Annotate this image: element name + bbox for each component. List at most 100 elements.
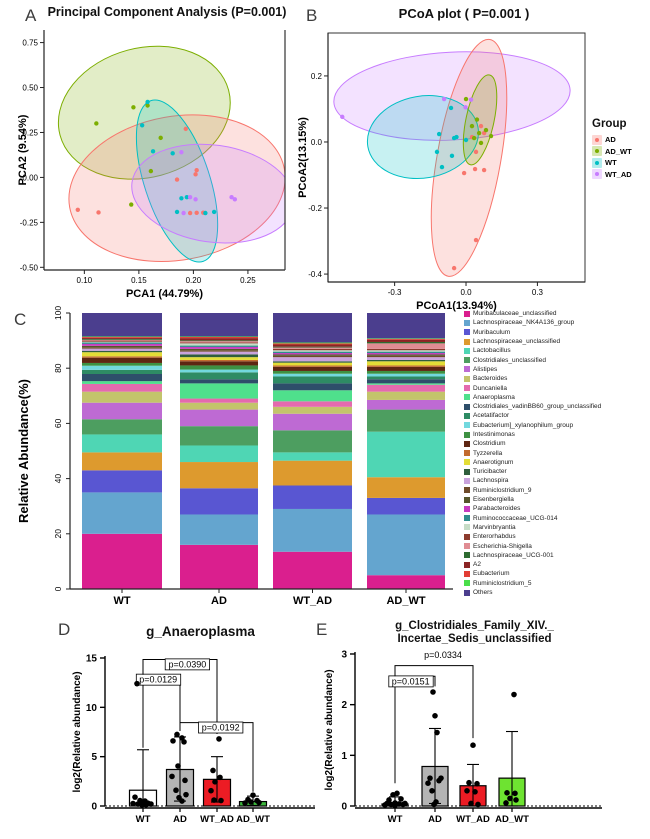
bar-segment-Eisenbergiella bbox=[180, 348, 258, 351]
category-label-WT_AD: WT_AD bbox=[293, 595, 332, 607]
scatter-point-WT bbox=[454, 134, 459, 140]
taxa-legend-swatch-icon bbox=[464, 431, 470, 438]
bar-segment-Duncaniella bbox=[180, 398, 258, 403]
panel-label-c: C bbox=[14, 310, 27, 329]
taxa-legend-item: Eubacterium]_xylanophilum_group bbox=[464, 421, 650, 430]
bar-segment-Lachnospiraceae_unclassified bbox=[273, 460, 352, 486]
bar-segment-Ruminiclostridium_5 bbox=[273, 342, 352, 344]
scatter-point-WT bbox=[174, 209, 180, 215]
bar-segment-Others bbox=[273, 313, 352, 343]
bar-segment-Lachnospiraceae_NK4A136_group bbox=[273, 508, 352, 552]
scatter-point-AD bbox=[481, 167, 487, 173]
taxa-legend-label: Lachnospira bbox=[473, 477, 509, 485]
bar-segment-Clostridium bbox=[273, 366, 352, 371]
pvalue-label-box bbox=[164, 658, 210, 671]
bar-segment-Ruminococcaceae_UCG-014 bbox=[273, 351, 352, 354]
jitter-point-WT bbox=[386, 797, 392, 803]
group-legend-dot-icon bbox=[595, 160, 599, 165]
bar-segment-Anaerotignum bbox=[180, 357, 258, 360]
y-tick-label: 0.2 bbox=[311, 72, 323, 81]
taxa-legend-label: Marvinbryantia bbox=[473, 523, 516, 531]
y-tick-label: 100 bbox=[53, 306, 63, 320]
bar-segment-Enterorhabdus bbox=[180, 342, 258, 344]
group-legend-key-icon bbox=[592, 146, 602, 157]
bar-segment-Ruminiclostridium_5 bbox=[180, 336, 258, 338]
group-legend-dot-icon bbox=[595, 149, 599, 154]
bar-segment-Lactobacillus bbox=[180, 445, 258, 463]
bar-segment-Parabacteroides bbox=[273, 353, 352, 355]
bar-segment-Lachnospira bbox=[82, 348, 162, 351]
panel-label-a: A bbox=[25, 6, 37, 25]
taxa-legend-item: Ruminococcaceae_UCG-014 bbox=[464, 514, 650, 523]
y-tick-label: 5 bbox=[91, 752, 97, 763]
bar-segment-Lachnospiraceae_NK4A136_group bbox=[82, 492, 162, 534]
jitter-point-WT_AD bbox=[218, 797, 224, 804]
bar-segment-Ruminiclostridium_9 bbox=[367, 355, 445, 358]
taxa-legend-label: Ruminococcaceae_UCG-014 bbox=[473, 514, 558, 522]
scatter-point-AD_WT bbox=[469, 123, 475, 129]
category-label-WT: WT bbox=[388, 814, 403, 825]
bar-segment-Eisenbergiella bbox=[367, 354, 445, 356]
scatter-point-WT_AD bbox=[232, 197, 238, 202]
taxa-legend-swatch-icon bbox=[464, 450, 470, 457]
taxa-legend-label: Clostridium bbox=[473, 440, 506, 448]
taxa-legend-item: Eisenbergiella bbox=[464, 495, 650, 504]
taxa-legend-item: Clostridiales_unclassified bbox=[464, 355, 650, 364]
x-tick-label: 0.3 bbox=[532, 288, 544, 297]
scatter-point-WT bbox=[448, 105, 454, 111]
pcoa-scatter-plot: -0.3 0.0 0.3 0.2 0.0 -0.2 -0.4 PCoA1(13.94%) PCo… bbox=[297, 32, 586, 312]
pvalue-label: p=0.0192 bbox=[202, 723, 240, 733]
scatter-point-AD_WT bbox=[94, 121, 99, 126]
jitter-point-AD_WT bbox=[511, 691, 517, 698]
taxa-legend-label: Eubacterium]_xylanophilum_group bbox=[473, 421, 574, 429]
x-tick-label: 0.25 bbox=[240, 276, 256, 285]
jitter-point-WT_AD bbox=[466, 779, 472, 786]
taxa-legend-swatch-icon bbox=[464, 524, 470, 531]
x-axis-label: PCA1 (44.79%) bbox=[126, 288, 203, 300]
y-tick-label: 3 bbox=[341, 649, 347, 660]
scatter-point-AD_WT bbox=[483, 127, 489, 133]
pca-scatter-plot: 0.10 0.15 0.20 0.25 0.75 0.50 0.25 0.00 -0.25 -0.… bbox=[17, 30, 286, 300]
y-tick-label: 20 bbox=[53, 529, 63, 539]
y-tick-label: 60 bbox=[53, 418, 63, 428]
jitter-point-WT_AD bbox=[210, 767, 216, 774]
taxa-legend-item: Marvinbryantia bbox=[464, 523, 650, 532]
taxa-legend-swatch-icon bbox=[464, 468, 470, 475]
taxa-legend-label: Lachnospiraceae_NK4A136_group bbox=[473, 319, 575, 327]
jitter-point-AD_WT bbox=[513, 797, 519, 803]
x-tick-label: 0.0 bbox=[460, 288, 472, 297]
jitter-point-WT bbox=[382, 802, 388, 808]
bar-segment-Muribaculaceae_unclassified bbox=[82, 533, 162, 589]
bar-segment-Ruminiclostridium_5 bbox=[367, 338, 445, 339]
taxa-legend-swatch-icon bbox=[464, 477, 470, 484]
taxa-legend-label: Clostridiales_vadinBB60_group_unclassifi… bbox=[473, 403, 602, 411]
jitter-point-WT_AD bbox=[211, 797, 217, 803]
jitter-point-AD bbox=[427, 775, 433, 781]
bar-segment-Ruminococcaceae_UCG-014 bbox=[367, 351, 445, 354]
taxa-legend-swatch-icon bbox=[464, 487, 470, 494]
pvalue-label-box bbox=[388, 675, 434, 688]
taxa-legend-item: Parabacteroides bbox=[464, 504, 650, 513]
taxa-legend-item: Bacteroides bbox=[464, 374, 650, 383]
taxa-legend-swatch-icon bbox=[464, 496, 470, 503]
panel-label-e: E bbox=[316, 620, 328, 639]
y-tick-label: 1 bbox=[341, 751, 347, 762]
bar-segment-Eubacterium]_xylanophilum_group bbox=[367, 373, 445, 377]
bar-segment-Others bbox=[180, 313, 258, 337]
scatter-point-WT_AD bbox=[340, 114, 345, 120]
jitter-point-AD_WT bbox=[512, 790, 518, 797]
scatter-point-AD bbox=[478, 123, 484, 129]
bar-segment-Tyzzerella bbox=[273, 365, 352, 367]
scatter-point-WT bbox=[463, 137, 469, 143]
bar-segment-Alistipes bbox=[180, 409, 258, 427]
scatter-point-AD_WT bbox=[131, 105, 136, 110]
taxa-legend-swatch-icon bbox=[464, 459, 470, 466]
jitter-point-AD_WT bbox=[507, 795, 513, 802]
clostridiales-title-line2: Incertae_Sedis_unclassified bbox=[397, 633, 552, 645]
scatter-point-WT bbox=[170, 151, 175, 156]
bar-segment-Turicibacter bbox=[367, 359, 445, 362]
x-tick-label: 0.20 bbox=[186, 276, 202, 285]
jitter-point-WT bbox=[398, 796, 404, 802]
taxa-legend-label: Eisenbergiella bbox=[473, 496, 514, 504]
bar-segment-Intestinimonas bbox=[82, 362, 162, 366]
